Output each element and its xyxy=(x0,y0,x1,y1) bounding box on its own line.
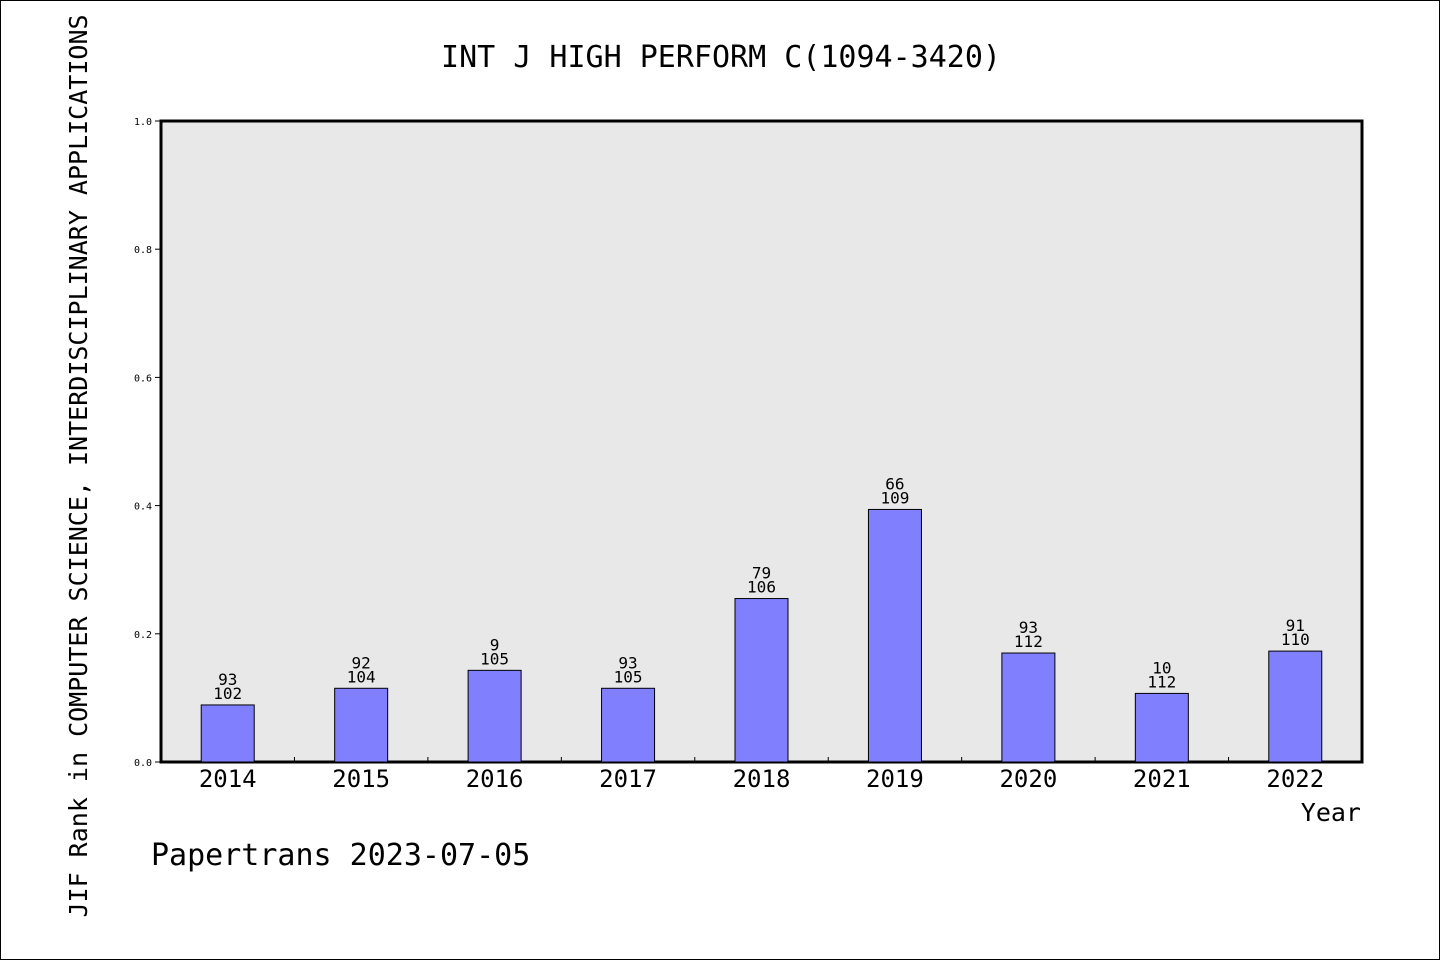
bar-total-label: 105 xyxy=(480,649,509,668)
bar-rank-label: 9 xyxy=(490,635,500,654)
bar-2014 xyxy=(200,704,255,763)
y-tick-label: 0.6 xyxy=(134,373,152,384)
x-tick-label: 2019 xyxy=(866,765,924,793)
chart-title: INT J HIGH PERFORM C(1094-3420) xyxy=(441,40,1001,75)
x-tick-label: 2022 xyxy=(1266,765,1324,793)
bar-total-label: 109 xyxy=(880,488,909,507)
bar-2020 xyxy=(1001,652,1056,763)
bars xyxy=(200,508,1323,763)
bar-rank-label: 93 xyxy=(618,653,637,672)
bar-2015 xyxy=(334,687,389,763)
y-axis: 0.0 0.2 0.4 0.6 0.8 1.0 xyxy=(134,117,161,769)
y-tick-label: 1.0 xyxy=(134,117,152,128)
bar-total-label: 106 xyxy=(747,578,776,597)
bar-2021 xyxy=(1134,692,1189,763)
y-tick-label: 0.4 xyxy=(134,502,152,513)
bar-rank-label: 93 xyxy=(1019,618,1038,637)
bar-total-label: 105 xyxy=(614,667,643,686)
bar-rank-label: 10 xyxy=(1152,658,1171,677)
x-tick-label: 2018 xyxy=(733,765,791,793)
x-tick-label: 2020 xyxy=(999,765,1057,793)
x-tick-label: 2015 xyxy=(332,765,390,793)
bar-total-label: 102 xyxy=(213,684,242,703)
bar-rank-label: 79 xyxy=(752,564,771,583)
x-tick-label: 2017 xyxy=(599,765,657,793)
y-tick-label: 0.0 xyxy=(134,758,152,769)
bar-total-label: 112 xyxy=(1147,672,1176,691)
bar-2019 xyxy=(867,508,922,763)
x-tick-label: 2021 xyxy=(1133,765,1191,793)
bar-rank-label: 91 xyxy=(1286,616,1305,635)
y-axis-label: JIF Rank in COMPUTER SCIENCE, INTERDISCI… xyxy=(64,14,93,917)
footer-text: Papertrans 2023-07-05 xyxy=(151,838,530,873)
bar-rank-label: 66 xyxy=(885,474,904,493)
x-tick-label: 2016 xyxy=(466,765,524,793)
x-axis: 2014 2015 2016 2017 2018 2019 2020 2021 2022 xyxy=(199,757,1324,793)
bar-2017 xyxy=(601,687,656,763)
bar-rank-label: 93 xyxy=(218,670,237,689)
y-tick-label: 0.2 xyxy=(134,630,152,641)
bar-total-label: 104 xyxy=(347,667,376,686)
bar-2022 xyxy=(1268,650,1323,763)
bar-total-label: 110 xyxy=(1281,630,1310,649)
x-tick-label: 2014 xyxy=(199,765,257,793)
bar-2018 xyxy=(734,598,789,763)
bar-total-label: 112 xyxy=(1014,632,1043,651)
x-axis-label: Year xyxy=(1301,798,1361,827)
y-tick-label: 0.8 xyxy=(134,245,152,256)
bar-2016 xyxy=(467,669,522,763)
bar-rank-label: 92 xyxy=(352,653,371,672)
